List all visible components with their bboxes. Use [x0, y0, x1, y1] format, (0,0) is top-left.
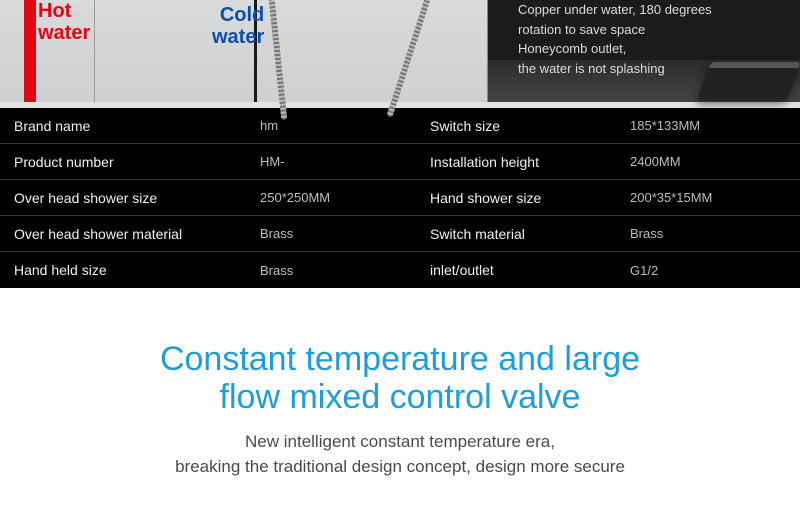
spec-label: Hand shower size — [416, 190, 616, 206]
spec-label: inlet/outlet — [416, 262, 616, 278]
spec-value: 200*35*15MM — [616, 190, 800, 205]
hot-label-line2: water — [38, 22, 90, 44]
spec-label: Installation height — [416, 154, 616, 170]
hot-water-pipe — [24, 0, 36, 102]
cold-label-line2: water — [212, 26, 264, 48]
cold-label-line1: Cold — [220, 4, 264, 26]
spec-value: 185*133MM — [616, 118, 800, 133]
promo-title: Constant temperature and large flow mixe… — [20, 340, 780, 416]
table-row: Over head shower material Brass Switch m… — [0, 216, 800, 252]
shower-hose — [387, 0, 436, 118]
spec-label: Switch size — [416, 118, 616, 134]
hero-right-panel: Copper under water, 180 degrees rotation… — [488, 0, 800, 102]
hero-text-line: Copper under water, 180 degrees — [518, 0, 792, 20]
spec-label: Product number — [0, 154, 246, 170]
cold-water-label: Cold water — [212, 4, 264, 48]
promo-sub-line2: breaking the traditional design concept,… — [175, 457, 625, 476]
spec-label: Switch material — [416, 226, 616, 242]
promo-subtitle: New intelligent constant temperature era… — [20, 430, 780, 479]
table-row: Brand name hm Switch size 185*133MM — [0, 108, 800, 144]
shower-hose — [267, 0, 288, 120]
spec-table: Brand name hm Switch size 185*133MM Prod… — [0, 108, 800, 288]
hero-text-line: Honeycomb outlet, — [518, 39, 792, 59]
table-row: Hand held size Brass inlet/outlet G1/2 — [0, 252, 800, 288]
hot-label-line1: Hot — [38, 0, 71, 22]
hot-water-label: Hot water — [38, 0, 90, 44]
spec-value: 2400MM — [616, 154, 800, 169]
promo-sub-line1: New intelligent constant temperature era… — [245, 432, 555, 451]
spec-label: Over head shower material — [0, 226, 246, 242]
spec-label: Over head shower size — [0, 190, 246, 206]
spec-value: Brass — [246, 263, 416, 278]
hero-right-text: Copper under water, 180 degrees rotation… — [518, 0, 792, 78]
promo-title-line2: flow mixed control valve — [220, 378, 581, 416]
spec-value: 250*250MM — [246, 190, 416, 205]
hero-left-panel: Hot water Cold water — [0, 0, 488, 102]
promo-section: Constant temperature and large flow mixe… — [0, 288, 800, 499]
spec-label: Brand name — [0, 118, 246, 134]
spec-value: hm — [246, 118, 416, 133]
spec-value: HM- — [246, 154, 416, 169]
hero-text-line: the water is not splashing — [518, 59, 792, 79]
spec-value: Brass — [246, 226, 416, 241]
panel-divider — [94, 0, 95, 102]
hero-text-line: rotation to save space — [518, 20, 792, 40]
spec-label: Hand held size — [0, 262, 246, 278]
hero-banner: Hot water Cold water Copper under water,… — [0, 0, 800, 102]
spec-value: Brass — [616, 226, 800, 241]
table-row: Over head shower size 250*250MM Hand sho… — [0, 180, 800, 216]
promo-title-line1: Constant temperature and large — [160, 340, 640, 378]
table-row: Product number HM- Installation height 2… — [0, 144, 800, 180]
spec-value: G1/2 — [616, 263, 800, 278]
